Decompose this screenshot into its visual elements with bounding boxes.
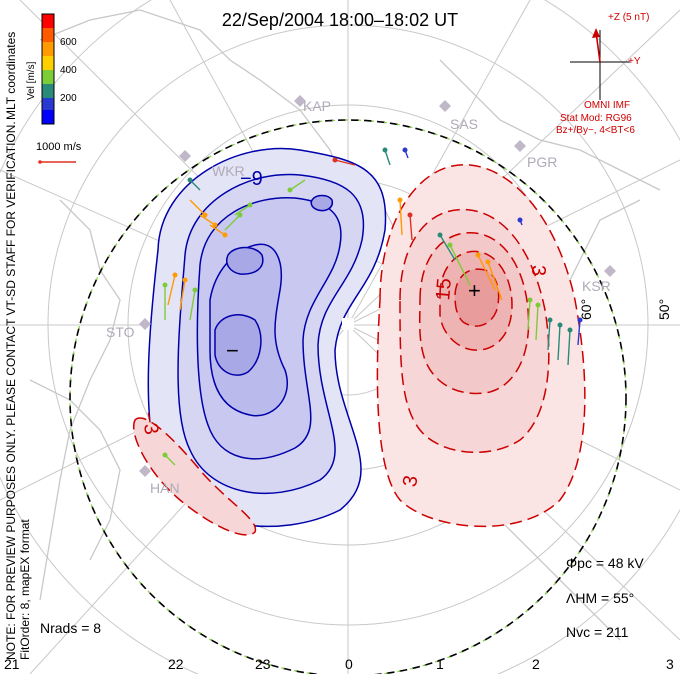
- colorbar-label: Vel [m/s]: [26, 61, 37, 100]
- imf-z-label: +Z (5 nT): [608, 12, 650, 23]
- mlt-label-22: 22: [168, 656, 184, 672]
- station-sas: SAS: [450, 116, 479, 132]
- positive-convection-cell: [133, 164, 586, 536]
- stat-phi-pc: Φpc = 48 kV: [566, 555, 644, 571]
- station-sto: STO: [106, 324, 135, 340]
- stat-n-vc: Nvc = 211: [566, 624, 629, 640]
- lat-label-50: 50°: [656, 298, 672, 320]
- velocity-colorbar: [41, 13, 55, 125]
- contour-labels: −9 15 3 3 −3: [137, 168, 549, 489]
- pole-marker: [342, 318, 354, 330]
- imf-model: Stat Mod: RG96: [560, 113, 632, 124]
- colorbar-tick-200: 200: [60, 93, 77, 104]
- stat-n-rads: Nrads = 8: [40, 620, 102, 636]
- station-kap: KAP: [303, 98, 332, 114]
- mlt-label-0: 0: [345, 656, 353, 672]
- contour-label-15: 15: [432, 277, 456, 301]
- imf-source: OMNI IMF: [584, 100, 631, 111]
- contour-label-minus3-left: −3: [137, 410, 163, 436]
- potential-min-marker: −: [226, 338, 239, 363]
- preview-note: NOTE: FOR PREVIEW PURPOSES ONLY. PLEASE …: [4, 121, 18, 660]
- mlt-label-23: 23: [255, 656, 271, 672]
- station-wkr: WKR: [212, 163, 245, 179]
- colorbar-tick-400: 400: [60, 65, 77, 76]
- fit-order-label: FitOrder: 8, mapEX format: [18, 519, 32, 660]
- imf-condition: Bz+/By−, 4<BT<6: [556, 125, 635, 136]
- mlt-label-21: 21: [4, 656, 20, 672]
- negative-convection-cell: [147, 147, 387, 528]
- lat-label-60: 60°: [578, 298, 594, 320]
- colorbar-tick-600: 600: [60, 37, 77, 48]
- contour-label-3-right: 3: [527, 265, 549, 276]
- station-ksr: KSR: [582, 278, 611, 294]
- imf-y-label: +Y: [628, 56, 641, 67]
- potential-max-marker: +: [468, 278, 481, 303]
- vector-scale-label: 1000 m/s: [36, 141, 82, 153]
- coordinates-label: MLT coordinates: [4, 31, 18, 120]
- map-title: 22/Sep/2004 18:00–18:02 UT: [221, 10, 459, 30]
- mlt-label-3: 3: [666, 656, 674, 672]
- mlt-label-1: 1: [436, 656, 444, 672]
- radar-station-markers: [139, 95, 616, 477]
- station-pgr: PGR: [527, 154, 558, 170]
- contour-label-minus9: −9: [240, 168, 263, 190]
- station-han: HAN: [150, 480, 180, 496]
- stat-lambda-hm: ΛHM = 55°: [566, 590, 635, 606]
- mlt-label-2: 2: [532, 656, 540, 672]
- imf-dial: [570, 28, 630, 100]
- velocity-vectors: [162, 147, 583, 466]
- contour-label-3-bottom: 3: [399, 474, 423, 489]
